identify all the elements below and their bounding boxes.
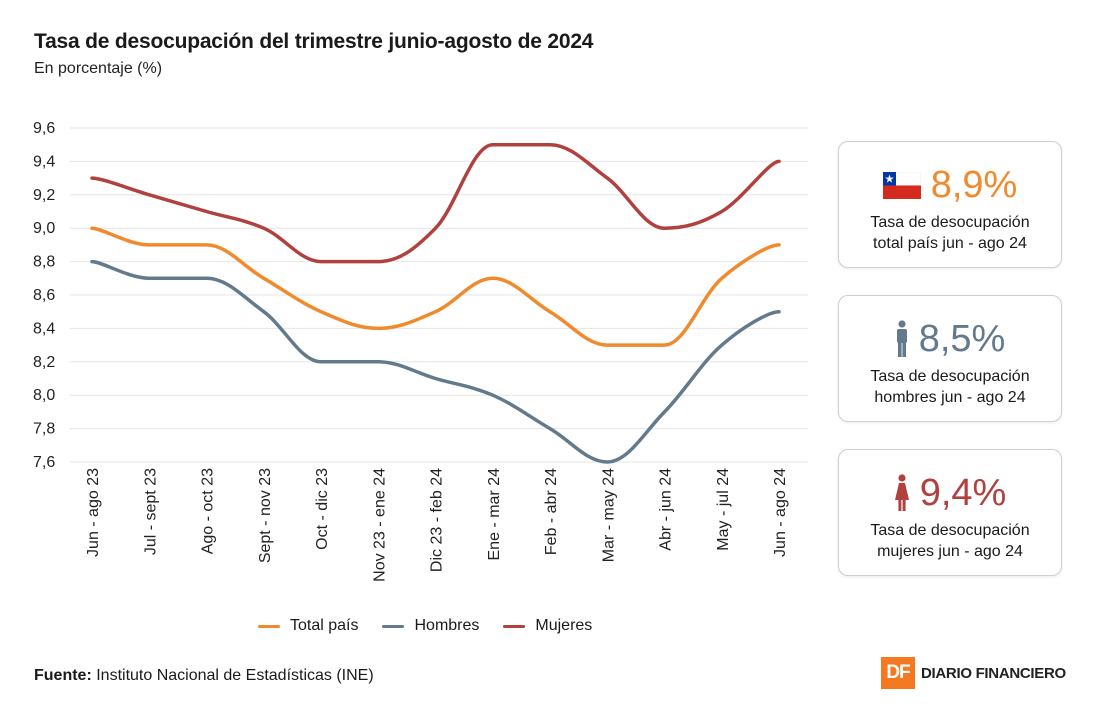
brand-logo: DF DIARIO FINANCIERO xyxy=(881,657,1066,689)
x-tick-label: Mar - may 24 xyxy=(600,468,617,562)
y-tick-label: 9,0 xyxy=(33,220,55,237)
x-tick-label: Feb - abr 24 xyxy=(543,468,560,555)
card-description: Tasa de desocupación mujeres jun - ago 2… xyxy=(839,520,1061,562)
source-label: Fuente: xyxy=(34,667,92,684)
card-description: Tasa de desocupación total país jun - ag… xyxy=(839,212,1061,254)
legend-swatch xyxy=(382,624,405,628)
card-line-1: Tasa de desocupación xyxy=(870,522,1030,539)
y-tick-label: 8,8 xyxy=(33,254,55,271)
x-tick-label: Jun - ago 24 xyxy=(772,468,789,557)
chart-subtitle: En porcentaje (%) xyxy=(34,60,163,77)
card-hombres: 8,5% Tasa de desocupación hombres jun - … xyxy=(838,295,1062,422)
x-tick-label: Dic 23 - feb 24 xyxy=(429,468,446,572)
y-tick-label: 8,2 xyxy=(33,354,55,371)
y-tick-label: 9,2 xyxy=(33,187,55,204)
card-line-2: mujeres jun - ago 24 xyxy=(877,543,1023,560)
y-tick-label: 8,4 xyxy=(33,320,55,337)
x-tick-label: Sept - nov 23 xyxy=(257,468,274,563)
x-tick-label: Abr - jun 24 xyxy=(658,468,675,551)
x-tick-label: May - jul 24 xyxy=(715,468,732,551)
card-value: 8,5% xyxy=(918,318,1006,360)
legend-item-hombres: Hombres xyxy=(382,617,479,635)
legend-swatch xyxy=(258,624,280,628)
source-text: Instituto Nacional de Estadísticas (INE) xyxy=(91,667,374,684)
y-tick-label: 7,6 xyxy=(33,454,55,471)
legend-label: Mujeres xyxy=(535,617,593,634)
chile-flag-icon xyxy=(882,171,921,199)
chart-title: Tasa de desocupación del trimestre junio… xyxy=(34,30,594,53)
y-tick-label: 9,4 xyxy=(33,153,55,170)
source-note: Fuente: Instituto Nacional de Estadístic… xyxy=(34,667,374,685)
card-line-1: Tasa de desocupación xyxy=(870,368,1030,385)
woman-icon xyxy=(894,474,909,511)
card-total-pais: 8,9% Tasa de desocupación total país jun… xyxy=(838,141,1062,268)
x-tick-label: Nov 23 - ene 24 xyxy=(371,468,388,582)
x-axis-ticks: Jun - ago 23 Jul - sept 23 Ago - oct 23 Sep… xyxy=(85,468,789,582)
card-description: Tasa de desocupación hombres jun - ago 2… xyxy=(839,366,1061,408)
legend-label: Hombres xyxy=(414,617,480,634)
x-tick-label: Oct - dic 23 xyxy=(314,468,331,550)
line-chart: 9,6 9,4 9,2 9,0 8,8 8,6 8,4 8,2 8,0 7,8 7,6 Jun - … xyxy=(33,120,808,582)
series-line-mujeres xyxy=(90,142,781,264)
x-tick-label: Ago - oct 23 xyxy=(200,468,217,554)
y-tick-label: 8,0 xyxy=(33,387,55,404)
card-mujeres: 9,4% Tasa de desocupación mujeres jun - … xyxy=(838,449,1062,576)
series-lines xyxy=(90,142,781,464)
series-line-hombres xyxy=(90,259,781,464)
y-tick-label: 8,6 xyxy=(33,287,55,304)
y-tick-label: 7,8 xyxy=(33,421,55,438)
brand-name: DIARIO FINANCIERO xyxy=(921,664,1066,682)
grid-lines xyxy=(70,127,808,463)
series-line-total-país xyxy=(90,226,781,347)
y-axis-ticks: 9,6 9,4 9,2 9,0 8,8 8,6 8,4 8,2 8,0 7,8 7,6 xyxy=(33,120,55,471)
card-value: 8,9% xyxy=(930,164,1018,206)
man-icon xyxy=(896,320,907,357)
x-tick-label: Jun - ago 23 xyxy=(85,468,102,557)
x-tick-label: Jul - sept 23 xyxy=(142,468,159,555)
legend-item-mujeres: Mujeres xyxy=(503,617,592,635)
card-line-2: hombres jun - ago 24 xyxy=(874,389,1026,406)
legend-label: Total país xyxy=(290,617,359,634)
y-tick-label: 9,6 xyxy=(33,120,55,137)
card-line-1: Tasa de desocupación xyxy=(870,214,1030,231)
legend-swatch xyxy=(503,624,526,628)
card-line-2: total país jun - ago 24 xyxy=(873,235,1027,252)
legend-item-total: Total país xyxy=(258,617,358,635)
card-value: 9,4% xyxy=(919,472,1007,514)
chart-legend: Total país Hombres Mujeres xyxy=(258,617,592,635)
df-logo-icon: DF xyxy=(881,657,915,689)
x-tick-label: Ene - mar 24 xyxy=(486,468,503,561)
